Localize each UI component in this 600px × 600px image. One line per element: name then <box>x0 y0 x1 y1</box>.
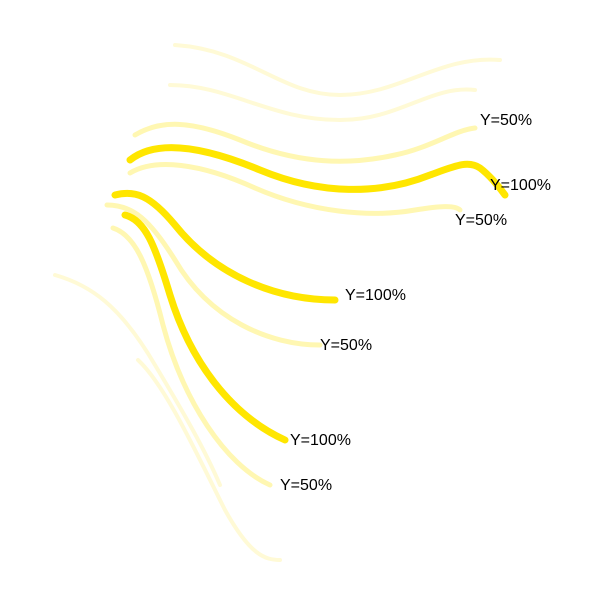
label-group2-100: Y=100% <box>345 287 406 305</box>
diagram-canvas <box>0 0 600 600</box>
curve-top-inner-light <box>170 85 475 120</box>
curve-group2-100 <box>115 193 335 300</box>
curve-group3-100 <box>125 215 285 440</box>
curve-group1-50b <box>130 165 460 214</box>
curve-top-outer-light <box>175 45 500 95</box>
label-group1-100: Y=100% <box>490 177 551 195</box>
label-group1-50: Y=50% <box>480 112 532 130</box>
label-group3-100: Y=100% <box>290 432 351 450</box>
label-group2-50: Y=50% <box>320 337 372 355</box>
label-group3-50: Y=50% <box>280 477 332 495</box>
curve-group1-100 <box>130 148 505 195</box>
label-group1-50b: Y=50% <box>455 212 507 230</box>
curve-group1-50 <box>135 124 475 161</box>
